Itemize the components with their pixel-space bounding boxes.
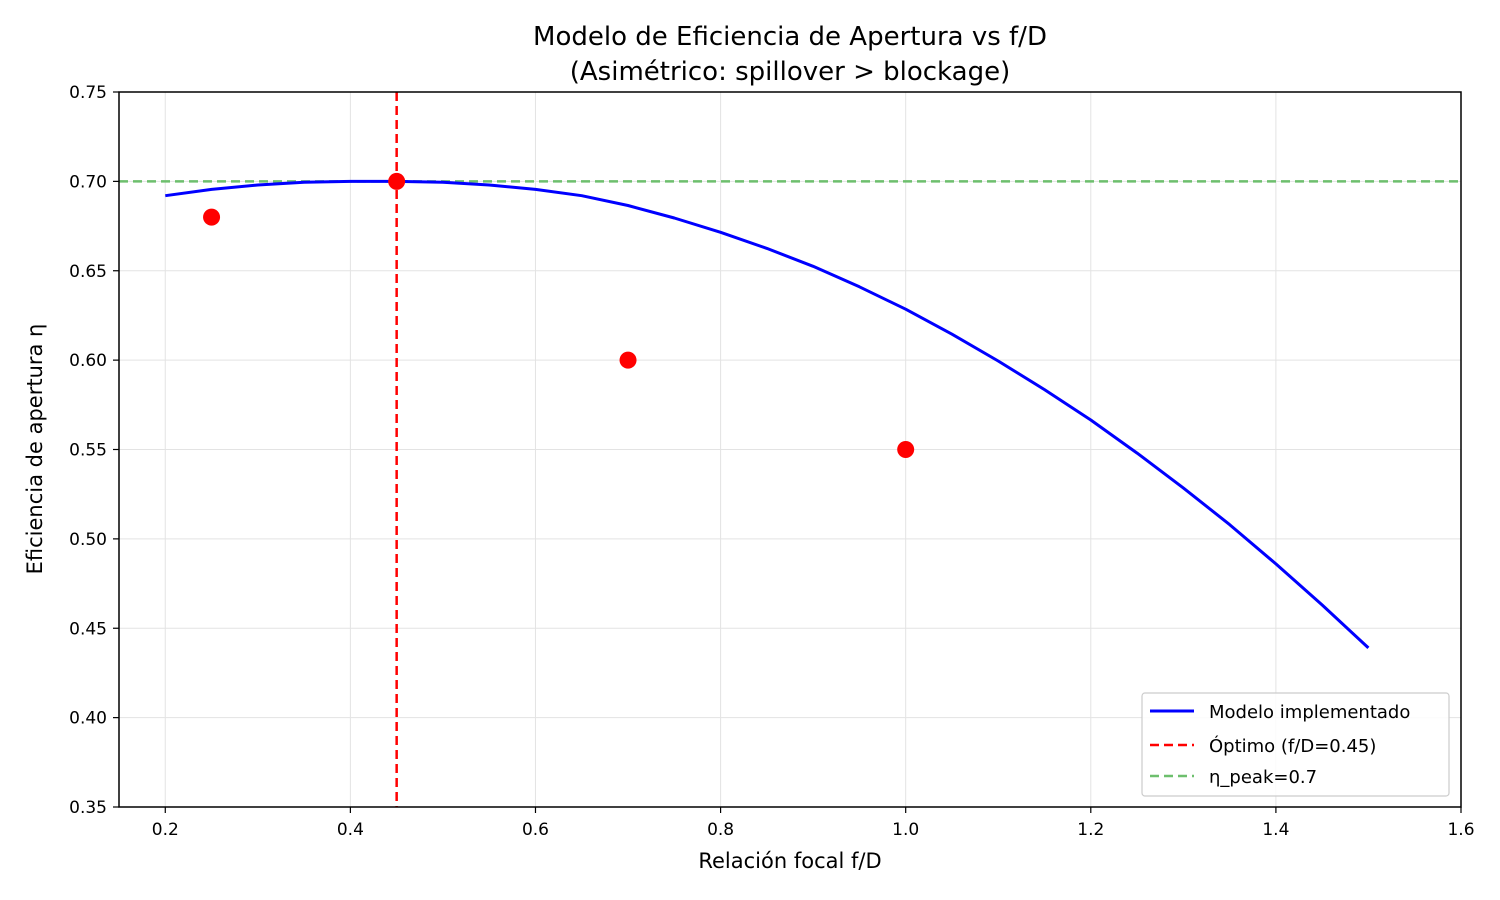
x-tick-label: 1.4 (1262, 820, 1289, 840)
y-tick-label: 0.35 (69, 798, 107, 818)
x-tick-label: 0.4 (337, 820, 364, 840)
grid (119, 92, 1461, 807)
legend-label-peak: η_peak=0.7 (1209, 767, 1317, 788)
x-tick-label: 0.8 (707, 820, 734, 840)
legend-box (1141, 692, 1450, 797)
y-tick-label: 0.75 (69, 83, 107, 103)
plot-area (119, 92, 1461, 807)
y-tick-label: 0.50 (69, 530, 107, 550)
chart-title-line2: (Asimétrico: spillover > blockage) (570, 57, 1010, 87)
data-point (619, 351, 637, 369)
axes-ticks: 0.2 0.4 0.6 0.8 1.0 1.2 1.4 1.6 0.35 0.40 0.45 0.50… (69, 83, 1474, 840)
y-tick-label: 0.70 (69, 172, 107, 192)
x-axis-label: Relación focal f/D (698, 849, 881, 873)
model-curve (165, 179, 1370, 649)
data-point (897, 441, 915, 458)
y-tick-label: 0.60 (69, 351, 107, 371)
y-tick-label: 0.40 (69, 709, 107, 729)
y-axis-label: Eficiencia de apertura η (23, 324, 47, 575)
chart-title-line1: Modelo de Eficiencia de Apertura vs f/D (533, 22, 1047, 52)
x-tick-label: 1.0 (892, 820, 919, 840)
y-tick-label: 0.55 (69, 441, 107, 461)
x-tick-label: 1.6 (1447, 820, 1474, 840)
data-point (388, 172, 406, 190)
legend: Modelo implementado Óptimo (f/D=0.45) η_… (1141, 692, 1450, 797)
legend-label-model: Modelo implementado (1209, 702, 1410, 723)
legend-label-optimum: Óptimo (f/D=0.45) (1209, 735, 1376, 757)
x-tick-label: 0.2 (152, 820, 179, 840)
y-tick-label: 0.45 (69, 619, 107, 639)
x-tick-label: 0.6 (522, 820, 549, 840)
y-tick-label: 0.65 (69, 262, 107, 282)
x-tick-label: 1.2 (1077, 820, 1104, 840)
data-point (203, 208, 221, 226)
